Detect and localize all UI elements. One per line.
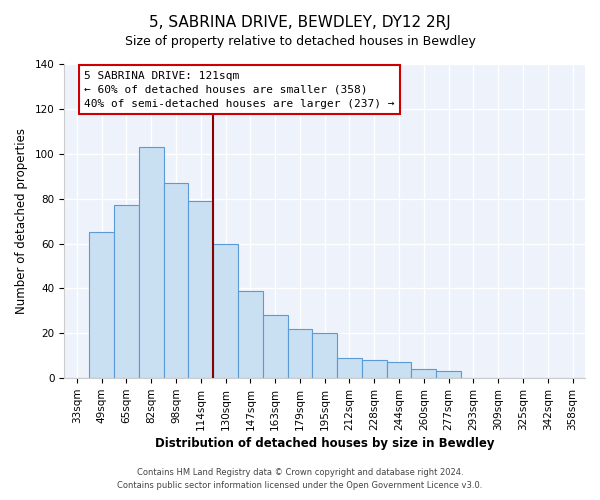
Bar xyxy=(164,183,188,378)
Text: Size of property relative to detached houses in Bewdley: Size of property relative to detached ho… xyxy=(125,35,475,48)
Bar xyxy=(412,369,436,378)
Bar xyxy=(139,147,164,378)
Bar xyxy=(263,316,287,378)
Bar xyxy=(188,201,213,378)
Text: 5 SABRINA DRIVE: 121sqm
← 60% of detached houses are smaller (358)
40% of semi-d: 5 SABRINA DRIVE: 121sqm ← 60% of detache… xyxy=(84,70,395,108)
Bar xyxy=(213,244,238,378)
Bar xyxy=(436,372,461,378)
Y-axis label: Number of detached properties: Number of detached properties xyxy=(15,128,28,314)
Bar xyxy=(114,206,139,378)
X-axis label: Distribution of detached houses by size in Bewdley: Distribution of detached houses by size … xyxy=(155,437,494,450)
Bar xyxy=(362,360,386,378)
Bar xyxy=(337,358,362,378)
Bar xyxy=(238,290,263,378)
Bar xyxy=(287,329,313,378)
Text: 5, SABRINA DRIVE, BEWDLEY, DY12 2RJ: 5, SABRINA DRIVE, BEWDLEY, DY12 2RJ xyxy=(149,15,451,30)
Bar xyxy=(89,232,114,378)
Bar xyxy=(313,334,337,378)
Text: Contains HM Land Registry data © Crown copyright and database right 2024.
Contai: Contains HM Land Registry data © Crown c… xyxy=(118,468,482,490)
Bar xyxy=(386,362,412,378)
